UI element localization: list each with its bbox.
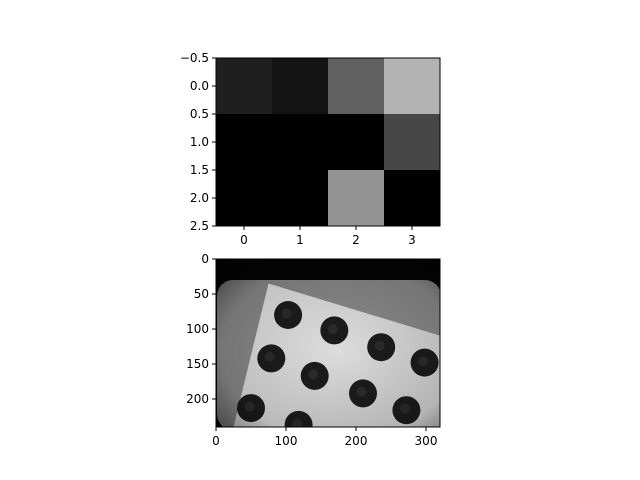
heatmap-y-tick-label: 0.0 bbox=[190, 79, 209, 93]
heatmap-cell-r0-c0 bbox=[216, 58, 273, 115]
image-x-tick-label: 300 bbox=[415, 434, 438, 448]
heatmap-x-tick-label: 1 bbox=[296, 233, 304, 247]
heatmap-cell-r1-c0 bbox=[216, 114, 273, 171]
image-y-tick-label: 50 bbox=[194, 287, 209, 301]
image-x-tick-label: 0 bbox=[212, 434, 220, 448]
heatmap-x-tick-label: 0 bbox=[240, 233, 248, 247]
heatmap-y-tick-label: 1.0 bbox=[190, 135, 209, 149]
heatmap-cell-r0-c3 bbox=[384, 58, 441, 115]
heatmap-cell-r0-c1 bbox=[272, 58, 329, 115]
image-x-tick-label: 200 bbox=[345, 434, 368, 448]
image-x-axis: 0 100 200 300 bbox=[212, 427, 437, 448]
image-x-tick-label: 100 bbox=[275, 434, 298, 448]
heatmap-y-axis: −0.5 0.0 0.5 1.0 1.5 2.0 2.5 bbox=[180, 51, 216, 233]
heatmap-cell-r2-c0 bbox=[216, 170, 273, 227]
image-y-tick-label: 0 bbox=[201, 252, 209, 266]
heatmap-cell-r1-c2 bbox=[328, 114, 385, 171]
heatmap-cell-r1-c1 bbox=[272, 114, 329, 171]
image-y-tick-label: 150 bbox=[186, 357, 209, 371]
heatmap-y-tick-label: 0.5 bbox=[190, 107, 209, 121]
image-y-tick-label: 100 bbox=[186, 322, 209, 336]
heatmap-cell-r1-c3 bbox=[384, 114, 441, 171]
heatmap-y-tick-label: 1.5 bbox=[190, 163, 209, 177]
heatmap-cells bbox=[216, 58, 441, 227]
vignette-overlay bbox=[216, 259, 440, 427]
heatmap-cell-r0-c2 bbox=[328, 58, 385, 115]
heatmap-y-tick-label: 2.0 bbox=[190, 191, 209, 205]
image-y-axis: 0 50 100 150 200 bbox=[186, 252, 216, 406]
heatmap-x-axis: 0 1 2 3 bbox=[240, 226, 416, 247]
heatmap-x-tick-label: 2 bbox=[352, 233, 360, 247]
heatmap-cell-r2-c3 bbox=[384, 170, 441, 227]
heatmap-y-tick-label: 2.5 bbox=[190, 219, 209, 233]
heatmap-y-tick-label: −0.5 bbox=[180, 51, 209, 65]
image-panel: 0 100 200 300 0 50 100 150 200 bbox=[186, 252, 441, 448]
image-frame bbox=[215, 258, 441, 428]
image-y-tick-label: 200 bbox=[186, 392, 209, 406]
heatmap-panel: 0 1 2 3 −0.5 0.0 0.5 1.0 1.5 2.0 2.5 bbox=[180, 51, 441, 247]
heatmap-cell-r2-c2 bbox=[328, 170, 385, 227]
heatmap-cell-r2-c1 bbox=[272, 170, 329, 227]
heatmap-x-tick-label: 3 bbox=[408, 233, 416, 247]
